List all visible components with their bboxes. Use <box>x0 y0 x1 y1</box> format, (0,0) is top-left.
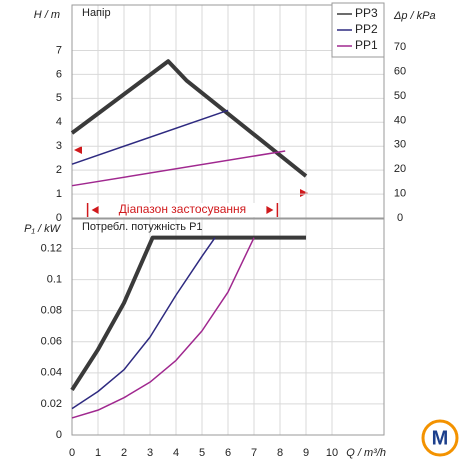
y-axis-label: P₁ / kW <box>24 223 61 235</box>
y-tick-label: 0.08 <box>41 305 62 317</box>
x-tick-label: 9 <box>303 447 309 459</box>
legend-label: PP1 <box>355 38 378 52</box>
y-tick-label: 0 <box>56 212 62 224</box>
y-tick-label: 3 <box>56 140 62 152</box>
y-tick-label: 0.12 <box>41 242 62 254</box>
y2-tick-label: 60 <box>394 66 406 78</box>
range-marker <box>300 189 308 197</box>
y-tick-label: 5 <box>56 92 62 104</box>
x-tick-label: 3 <box>147 447 153 459</box>
logo-ring <box>421 419 459 457</box>
y-tick-label: 0.04 <box>41 367 62 379</box>
x-tick-label: 6 <box>225 447 231 459</box>
logo-text: M <box>432 427 449 449</box>
chart-title: Напір <box>82 7 111 19</box>
x-tick-label: 7 <box>251 447 257 459</box>
series-line <box>71 109 229 165</box>
y2-tick-label: 20 <box>394 163 406 175</box>
y2-tick-label: 0 <box>397 212 403 224</box>
y-tick-label: 0.02 <box>41 398 62 410</box>
y-tick-label: 0.1 <box>47 274 62 286</box>
y-tick-label: 2 <box>56 164 62 176</box>
annotation-arrow <box>266 206 274 214</box>
y-tick-label: 0.06 <box>41 336 62 348</box>
x-tick-label: 0 <box>69 447 75 459</box>
chart-title: Потребл. потужність P1 <box>82 221 203 233</box>
logo: M <box>421 419 459 457</box>
y-tick-label: 1 <box>56 188 62 200</box>
y2-tick-label: 50 <box>394 90 406 102</box>
y2-tick-label: 30 <box>394 139 406 151</box>
y2-tick-label: 70 <box>394 41 406 53</box>
x-tick-label: 10 <box>326 447 338 459</box>
annotation-box <box>87 203 278 217</box>
series-line <box>71 237 216 410</box>
y2-tick-label: 40 <box>394 114 406 126</box>
range-marker <box>74 146 82 154</box>
plot-frame <box>71 218 385 436</box>
y2-axis-label: Δp / kPa <box>393 10 436 22</box>
x-tick-label: 4 <box>173 447 179 459</box>
x-axis-label: Q / m³/h <box>346 447 386 459</box>
y-axis-label: H / m <box>34 9 60 21</box>
y-tick-label: 0 <box>56 429 62 441</box>
series-line <box>71 237 255 419</box>
annotation: Діапазон застосування <box>119 202 246 216</box>
legend-label: PP3 <box>355 6 378 20</box>
annotation-arrow <box>91 206 99 214</box>
y2-tick-label: 10 <box>394 188 406 200</box>
plot-frame <box>71 4 385 219</box>
x-tick-label: 5 <box>199 447 205 459</box>
y-tick-label: 7 <box>56 44 62 56</box>
series-line <box>70 235 306 392</box>
x-tick-label: 2 <box>121 447 127 459</box>
x-tick-label: 8 <box>277 447 283 459</box>
legend-label: PP2 <box>355 22 378 36</box>
y-tick-label: 4 <box>56 116 62 128</box>
series-line <box>70 59 308 178</box>
y-tick-label: 6 <box>56 68 62 80</box>
x-tick-label: 1 <box>95 447 101 459</box>
series-line <box>71 150 286 187</box>
